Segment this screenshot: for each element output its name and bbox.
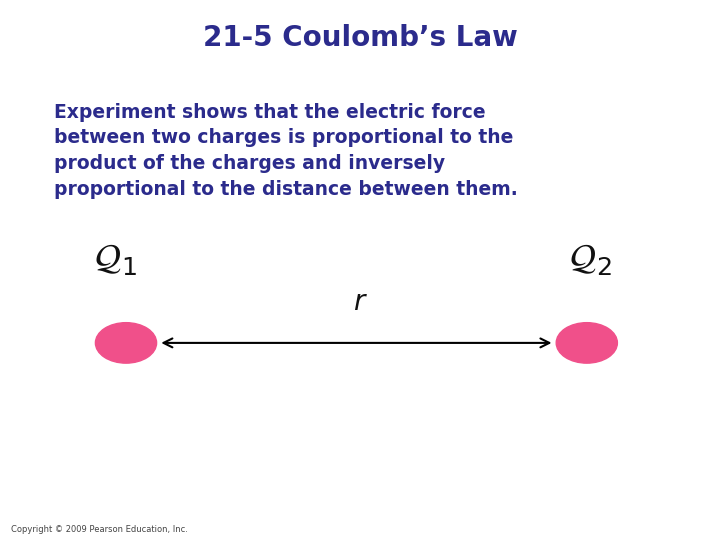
Text: $\mathcal{Q}_2$: $\mathcal{Q}_2$	[569, 242, 612, 276]
Text: $r$: $r$	[353, 289, 367, 316]
Text: Experiment shows that the electric force
between two charges is proportional to : Experiment shows that the electric force…	[54, 103, 518, 199]
Text: 21-5 Coulomb’s Law: 21-5 Coulomb’s Law	[202, 24, 518, 52]
Text: $\mathcal{Q}_1$: $\mathcal{Q}_1$	[94, 242, 137, 276]
Text: Copyright © 2009 Pearson Education, Inc.: Copyright © 2009 Pearson Education, Inc.	[11, 524, 188, 534]
Ellipse shape	[556, 322, 618, 363]
Ellipse shape	[95, 322, 157, 363]
